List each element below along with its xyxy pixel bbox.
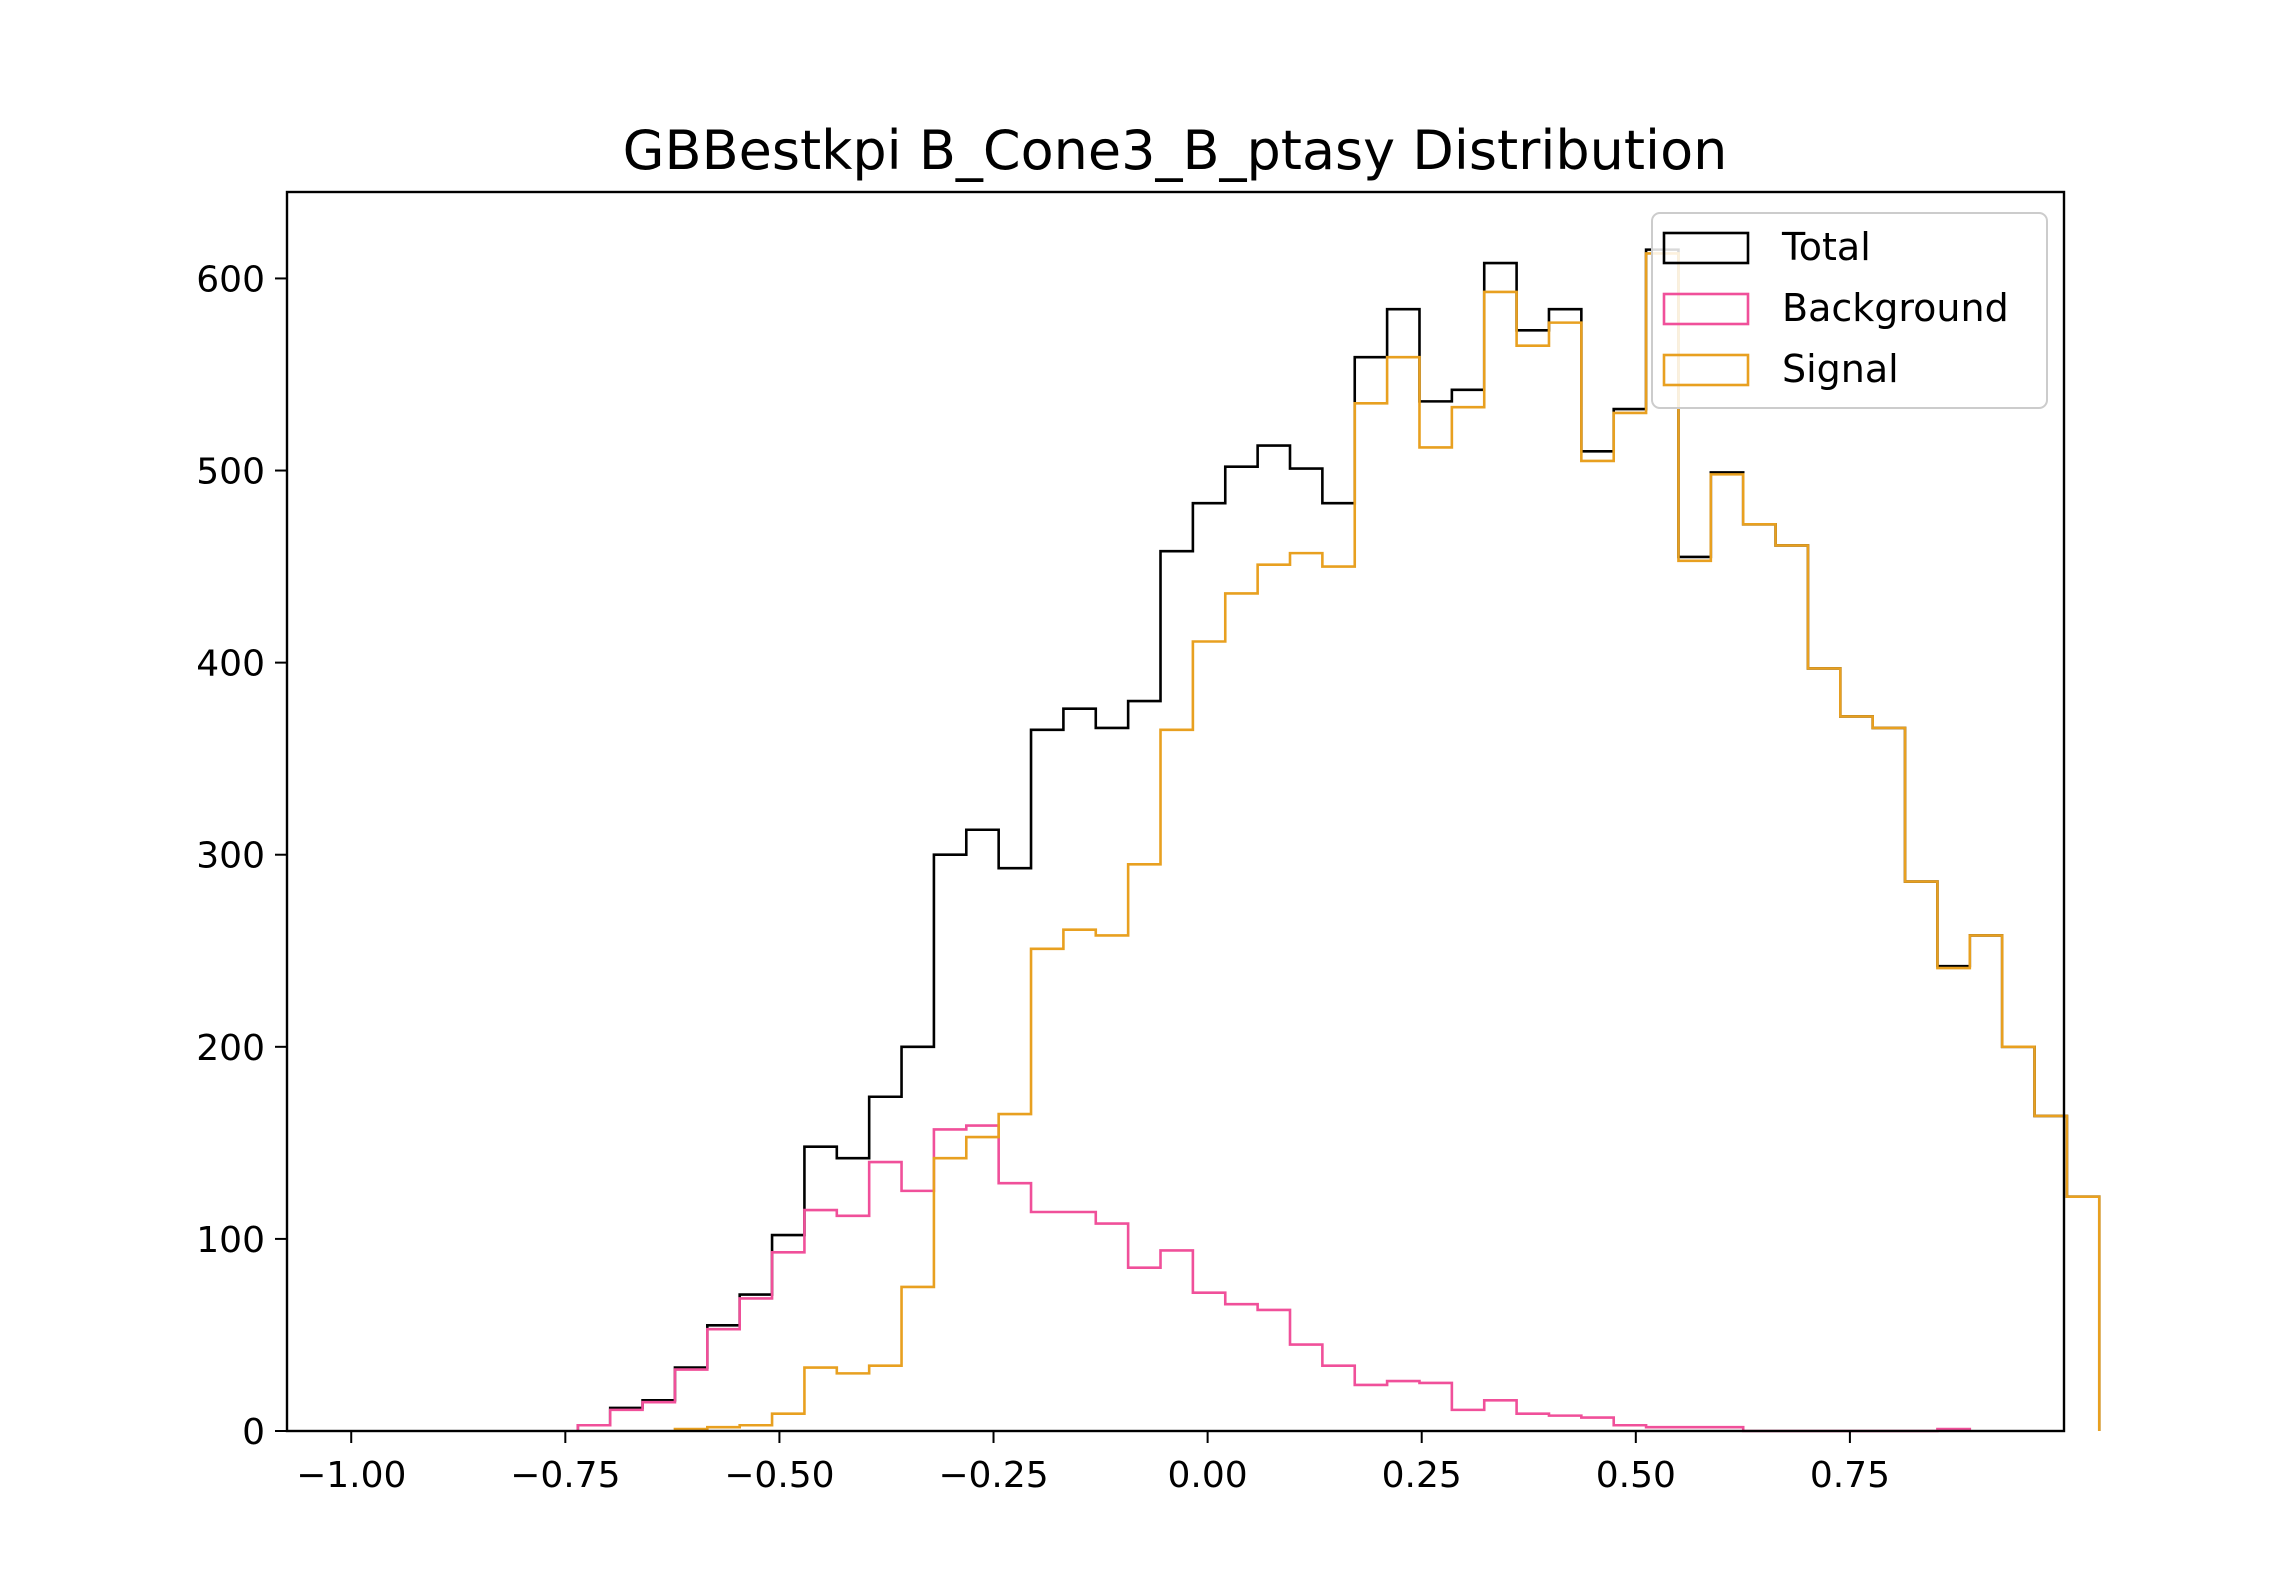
x-axis: −1.00 −0.75 −0.50 −0.25 0.00 0.25 0.50 0.75 bbox=[296, 1431, 1890, 1496]
series-layer bbox=[576, 248, 2101, 1433]
x-tick-label: 0.50 bbox=[1596, 1455, 1676, 1496]
chart-title: GBBestkpi B_Cone3_B_ptasy Distribution bbox=[623, 119, 1728, 182]
y-tick-label: 500 bbox=[196, 452, 265, 493]
legend: Total Background Signal bbox=[1651, 212, 2048, 409]
y-tick-label: 300 bbox=[196, 836, 265, 877]
legend-frame bbox=[1651, 212, 2048, 409]
legend-label-total: Total bbox=[1781, 225, 1871, 269]
x-tick-label: −1.00 bbox=[296, 1455, 406, 1496]
legend-swatch-signal bbox=[1662, 353, 1750, 387]
x-tick-label: −0.50 bbox=[724, 1455, 834, 1496]
y-tick-label: 600 bbox=[196, 259, 265, 300]
y-tick-label: 400 bbox=[196, 644, 265, 685]
y-axis: 0 100 200 300 400 500 600 bbox=[196, 259, 287, 1453]
x-tick-label: 0.00 bbox=[1168, 1455, 1248, 1496]
legend-swatch-background bbox=[1662, 292, 1750, 326]
legend-label-signal: Signal bbox=[1782, 347, 1899, 391]
y-tick-label: 100 bbox=[196, 1220, 265, 1261]
x-tick-label: 0.75 bbox=[1810, 1455, 1890, 1496]
y-tick-label: 0 bbox=[242, 1412, 265, 1453]
x-tick-label: −0.25 bbox=[938, 1455, 1048, 1496]
plot-frame bbox=[285, 190, 2066, 1433]
series-background-step bbox=[576, 1124, 1972, 1433]
series-signal-step bbox=[673, 252, 2101, 1431]
x-tick-label: 0.25 bbox=[1382, 1455, 1462, 1496]
y-tick-label: 200 bbox=[196, 1028, 265, 1069]
legend-swatch-total bbox=[1662, 231, 1750, 265]
legend-label-background: Background bbox=[1782, 286, 2009, 330]
x-tick-label: −0.75 bbox=[510, 1455, 620, 1496]
